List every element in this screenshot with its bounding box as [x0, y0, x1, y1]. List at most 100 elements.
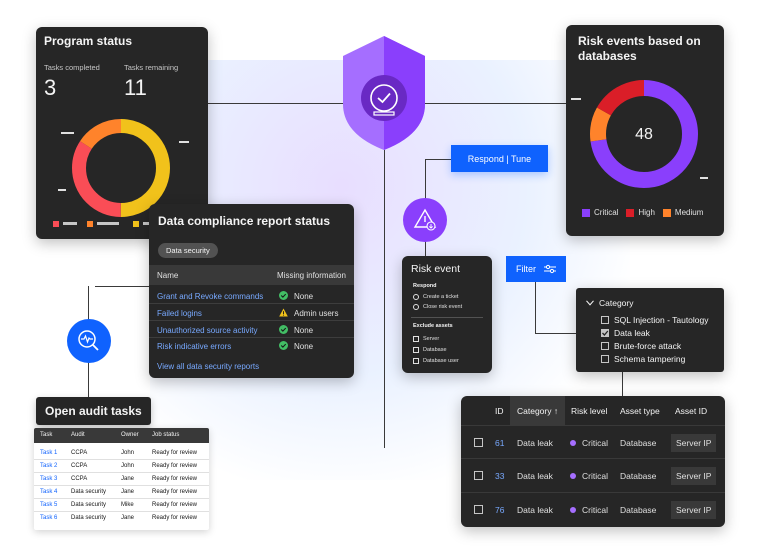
database-user-checkbox[interactable]: Database user — [413, 358, 459, 364]
legend-item-medium: Medium — [662, 208, 703, 217]
missing-value: Admin users — [294, 309, 339, 318]
connector-line — [622, 372, 623, 397]
table-row[interactable]: 33 Data leak Critical Database Server IP — [461, 458, 725, 492]
category-cell: Data leak — [517, 471, 553, 481]
checkmark-icon — [602, 330, 609, 336]
legend-item-high: High — [626, 208, 655, 217]
risk-level-cell: Critical — [582, 505, 608, 515]
connector-line — [425, 159, 452, 160]
category-cell: Data leak — [517, 438, 553, 448]
col-category[interactable]: Category ↑ — [517, 406, 559, 416]
audit-cell: CCPA — [71, 476, 88, 482]
connector-line — [95, 286, 149, 287]
tasks-completed-label: Tasks completed — [44, 63, 100, 72]
report-link[interactable]: Unauthorized source activity — [157, 326, 258, 335]
check-circle-icon — [279, 325, 288, 334]
critical-status-dot — [570, 507, 576, 513]
close-risk-event-radio[interactable]: Close risk event — [413, 304, 462, 310]
row-checkbox[interactable] — [474, 505, 483, 514]
table-row: Grant and Revoke commands None — [149, 288, 354, 304]
col-asset-id[interactable]: Asset ID — [675, 406, 708, 416]
owner-cell: Jane — [121, 476, 135, 482]
check-circle-icon — [279, 341, 288, 350]
risk-events-card: Risk events based on databases 48 Critic… — [566, 25, 724, 236]
audit-cell: CCPA — [71, 463, 88, 469]
tasks-remaining-value: 11 — [124, 75, 147, 100]
task-link[interactable]: Task 4 — [40, 489, 58, 495]
audit-cell: CCPA — [71, 450, 88, 456]
status-cell: Ready for review — [152, 502, 198, 508]
owner-cell: Jane — [121, 489, 135, 495]
owner-cell: John — [121, 463, 135, 469]
check-circle-icon — [279, 291, 288, 300]
table-row[interactable]: 76 Data leak Critical Database Server IP — [461, 492, 725, 526]
server-checkbox[interactable]: Server — [413, 336, 439, 342]
schema-tampering-checkbox[interactable]: Schema tampering — [601, 354, 685, 364]
connector-line — [425, 234, 426, 256]
card-title: Risk events based on databases — [578, 34, 701, 63]
category-title: Category — [599, 298, 634, 308]
task-link[interactable]: Task 6 — [40, 515, 58, 521]
data-security-tag[interactable]: Data security — [158, 243, 218, 258]
col-asset-type[interactable]: Asset type — [620, 406, 660, 416]
shield-icon — [343, 36, 425, 150]
respond-heading: Respond — [413, 283, 437, 289]
report-link[interactable]: Risk indicative errors — [157, 342, 232, 351]
connector-line — [420, 103, 567, 104]
category-toggle[interactable]: Category — [586, 298, 634, 308]
view-all-link[interactable]: View all data security reports — [157, 362, 260, 371]
category-cell: Data leak — [517, 505, 553, 515]
respond-tune-button[interactable]: Respond | Tune — [451, 145, 548, 172]
risk-event-panel: Risk event Respond Create a ticket Close… — [402, 256, 492, 373]
status-cell: Ready for review — [152, 450, 198, 456]
filter-button[interactable]: Filter — [506, 256, 566, 282]
create-ticket-radio[interactable]: Create a ticket — [413, 294, 458, 300]
table-row: Risk indicative errors None — [149, 338, 354, 354]
warning-icon — [279, 308, 288, 317]
risk-level-cell: Critical — [582, 438, 608, 448]
id-cell[interactable]: 61 — [495, 438, 505, 448]
chevron-down-icon — [586, 300, 594, 306]
row-checkbox[interactable] — [474, 438, 483, 447]
panel-title: Risk event — [411, 263, 461, 275]
asset-id-tag: Server IP — [671, 434, 717, 452]
sorted-column-highlight — [510, 396, 565, 425]
id-cell[interactable]: 76 — [495, 505, 505, 515]
id-cell[interactable]: 33 — [495, 471, 505, 481]
report-link[interactable]: Grant and Revoke commands — [157, 292, 264, 301]
table-row[interactable]: 61 Data leak Critical Database Server IP — [461, 425, 725, 459]
task-link[interactable]: Task 3 — [40, 476, 58, 482]
asset-id-tag: Server IP — [671, 501, 717, 519]
critical-status-dot — [570, 440, 576, 446]
task-link[interactable]: Task 5 — [40, 502, 58, 508]
open-audit-tasks-title: Open audit tasks — [36, 397, 151, 425]
data-leak-checkbox[interactable]: Data leak — [601, 328, 650, 338]
col-name: Name — [157, 271, 179, 280]
task-link[interactable]: Task 1 — [40, 450, 58, 456]
col-owner: Owner — [121, 432, 139, 438]
task-link[interactable]: Task 2 — [40, 463, 58, 469]
col-risk-level[interactable]: Risk level — [571, 406, 608, 416]
owner-cell: Mike — [121, 502, 134, 508]
owner-cell: Jane — [121, 515, 135, 521]
activity-monitor-icon — [67, 319, 111, 363]
table-row: Failed logins Admin users — [149, 305, 354, 321]
audit-cell: Data security — [71, 502, 107, 508]
status-cell: Ready for review — [152, 463, 198, 469]
brute-force-checkbox[interactable]: Brute-force attack — [601, 341, 681, 351]
connector-line — [384, 150, 385, 448]
table-row: Task 2 CCPA John Ready for review — [34, 460, 209, 473]
report-link[interactable]: Failed logins — [157, 309, 202, 318]
sql-injection-checkbox[interactable]: SQL Injection - Tautology — [601, 315, 709, 325]
owner-cell: John — [121, 450, 135, 456]
col-id[interactable]: ID — [495, 406, 504, 416]
risk-donut-chart: 48 — [571, 80, 708, 188]
chart-legend: Critical High Medium — [582, 208, 703, 217]
connector-line — [425, 159, 426, 199]
tasks-remaining-label: Tasks remaining — [124, 63, 179, 72]
risk-total-value: 48 — [635, 126, 653, 143]
row-checkbox[interactable] — [474, 471, 483, 480]
asset-id-tag: Server IP — [671, 467, 717, 485]
table-row: Task 1 CCPA John Ready for review — [34, 447, 209, 460]
database-checkbox[interactable]: Database — [413, 347, 447, 353]
